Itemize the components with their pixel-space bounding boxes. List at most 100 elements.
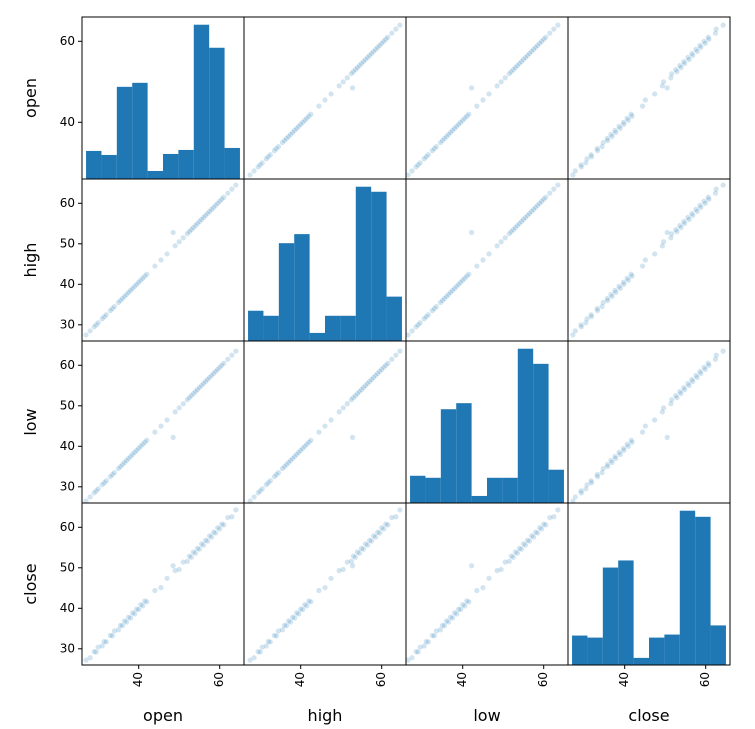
panel: [81, 16, 245, 180]
scatter-point: [352, 393, 358, 399]
scatter-point: [524, 537, 531, 543]
scatter-point: [583, 320, 589, 326]
scatter-point: [271, 632, 277, 639]
scatter-point: [702, 366, 708, 372]
scatter-point: [206, 208, 213, 214]
scatter-point: [460, 117, 466, 123]
scatter-point: [397, 22, 403, 28]
scatter-point: [417, 320, 423, 326]
scatter-point: [225, 356, 231, 362]
scatter-point: [383, 362, 389, 368]
scatter-point: [281, 463, 288, 470]
scatter-point: [625, 277, 631, 283]
scatter-point: [701, 364, 707, 370]
scatter-point: [526, 538, 533, 544]
panel: [81, 178, 245, 342]
scatter-point: [713, 26, 719, 32]
scatter-point: [613, 289, 619, 295]
scatter-point: [225, 190, 231, 196]
scatter-point: [292, 615, 298, 621]
scatter-point: [624, 441, 630, 447]
scatter-point: [604, 135, 610, 142]
scatter-point: [204, 538, 211, 544]
scatter-point: [340, 405, 346, 411]
scatter-point: [215, 525, 221, 531]
scatter-point: [686, 56, 692, 63]
scatter-point: [706, 196, 712, 202]
scatter-point: [464, 598, 470, 604]
scatter-point: [101, 638, 107, 645]
scatter-point: [474, 263, 480, 269]
scatter-point: [360, 58, 367, 65]
scatter-point: [686, 382, 692, 389]
scatter-point: [439, 137, 446, 144]
scatter-point: [594, 472, 600, 478]
scatter-point: [125, 614, 132, 620]
scatter-point: [705, 360, 711, 366]
scatter-point: [377, 42, 383, 48]
scatter-point: [454, 283, 460, 289]
scatter-point: [186, 553, 192, 559]
y-axis-label: low: [21, 408, 40, 435]
scatter-point: [251, 168, 257, 174]
scatter-point: [518, 218, 525, 225]
scatter-point: [677, 222, 683, 229]
scatter-point: [123, 457, 130, 464]
y-tick-label: 30: [60, 479, 75, 493]
scatter-point: [512, 225, 518, 231]
scatter-point: [555, 182, 561, 188]
scatter-point: [713, 186, 719, 192]
scatter-point: [469, 563, 475, 569]
scatter-point: [616, 449, 622, 455]
scatter-point: [130, 451, 136, 457]
scatter-point: [572, 494, 578, 500]
scatter-point: [462, 603, 468, 609]
scatter-point: [588, 152, 594, 158]
scatter-point: [215, 200, 221, 206]
scatter-point: [283, 135, 290, 142]
scatter-point: [570, 332, 576, 338]
scatter-point: [612, 127, 618, 133]
scatter-point: [693, 46, 699, 53]
scatter-point: [198, 541, 205, 547]
scatter-point: [698, 204, 704, 210]
scatter-point: [456, 121, 462, 127]
scatter-point: [612, 453, 618, 460]
scatter-point: [233, 348, 239, 354]
scatter-point: [328, 91, 334, 97]
scatter-point: [379, 366, 385, 372]
panel: [243, 178, 407, 342]
scatter-point: [375, 370, 381, 376]
scatter-point: [537, 40, 543, 46]
scatter-point: [685, 214, 691, 221]
scatter-point: [279, 139, 286, 146]
scatter-point: [95, 486, 101, 492]
scatter-point: [290, 614, 296, 620]
scatter-point: [279, 465, 286, 472]
scatter-point: [172, 409, 178, 415]
scatter-point: [652, 251, 658, 257]
scatter-point: [294, 125, 300, 131]
scatter-point: [594, 148, 601, 154]
y-tick-label: 50: [60, 560, 75, 574]
scatter-point: [211, 204, 217, 210]
scatter-point: [115, 299, 122, 306]
scatter-point: [494, 83, 500, 89]
scatter-point: [599, 303, 605, 310]
scatter-point: [551, 26, 557, 32]
scatter-point: [425, 152, 431, 158]
scatter-point: [516, 60, 523, 67]
scatter-point: [328, 417, 334, 423]
scatter-point: [188, 393, 194, 399]
scatter-point: [698, 370, 704, 376]
scatter-point: [524, 212, 531, 219]
scatter-point: [439, 297, 446, 304]
scatter-point: [279, 627, 286, 633]
scatter-point: [486, 91, 492, 97]
scatter-point: [512, 65, 518, 71]
scatter-point: [188, 554, 194, 560]
scatter-point: [128, 287, 134, 293]
scatter-point: [600, 139, 606, 146]
scatter-point: [99, 643, 105, 649]
scatter-point: [512, 549, 518, 555]
